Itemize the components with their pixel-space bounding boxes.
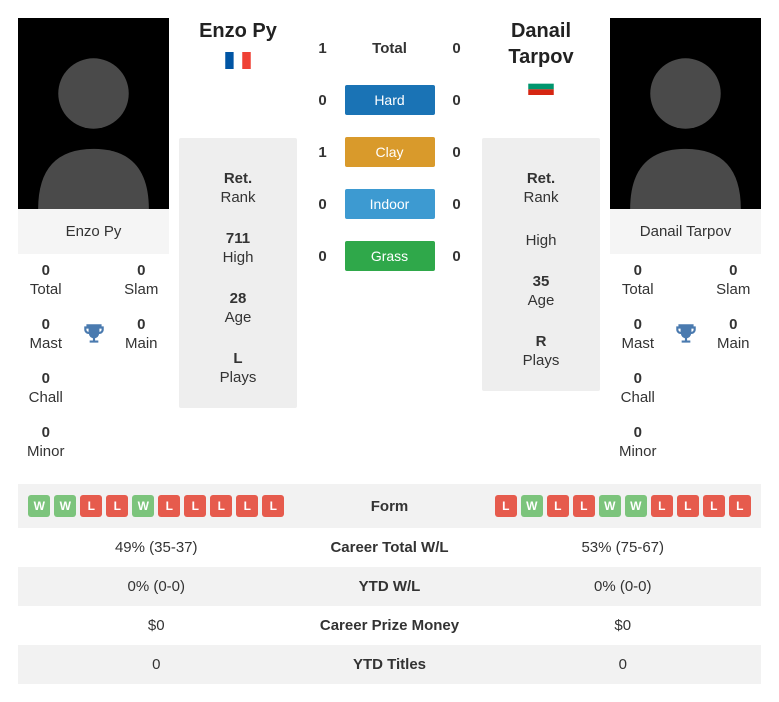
p2-info: Danail Tarpov Ret.Rank High 35Age RPlays bbox=[482, 18, 600, 462]
p2-card: Danail Tarpov 0Total 0Slam 0Mast 0Main 0… bbox=[610, 18, 761, 462]
loss-chip[interactable]: L bbox=[495, 495, 517, 517]
surface-indoor-chip[interactable]: Indoor bbox=[345, 189, 435, 219]
h2h-column: 1 Total 0 0 Hard 0 1 Clay 0 0 Indoor 0 0… bbox=[307, 18, 472, 462]
p1-titles: 0Total 0Slam 0Mast 0Main 0Chall 0Minor bbox=[18, 254, 169, 462]
france-flag-icon bbox=[225, 52, 251, 69]
silhouette-icon bbox=[18, 18, 169, 209]
win-chip[interactable]: W bbox=[599, 495, 621, 517]
p2-stat-card: Ret.Rank High 35Age RPlays bbox=[482, 138, 600, 391]
loss-chip[interactable]: L bbox=[158, 495, 180, 517]
p2-name-bar: Danail Tarpov bbox=[610, 209, 761, 254]
loss-chip[interactable]: L bbox=[106, 495, 128, 517]
surface-hard-chip[interactable]: Hard bbox=[345, 85, 435, 115]
win-chip[interactable]: W bbox=[132, 495, 154, 517]
p1-title-main-v: 0 bbox=[114, 316, 170, 333]
p1-name[interactable]: Enzo Py bbox=[179, 18, 297, 44]
table-row-ytdtitles: 0 YTD Titles 0 bbox=[18, 645, 761, 684]
bulgaria-flag-icon bbox=[528, 78, 554, 95]
loss-chip[interactable]: L bbox=[729, 495, 751, 517]
loss-chip[interactable]: L bbox=[184, 495, 206, 517]
p1-card: Enzo Py 0Total 0Slam 0Mast 0Main 0Chall … bbox=[18, 18, 169, 462]
p2-name[interactable]: Danail Tarpov bbox=[482, 18, 600, 70]
p1-photo bbox=[18, 18, 169, 209]
win-chip[interactable]: W bbox=[521, 495, 543, 517]
trophy-icon bbox=[81, 321, 107, 347]
table-row-form: WWLLWLLLLL Form LWLLWWLLLL bbox=[18, 484, 761, 528]
p2-photo bbox=[610, 18, 761, 209]
loss-chip[interactable]: L bbox=[236, 495, 258, 517]
surface-grass-chip[interactable]: Grass bbox=[345, 241, 435, 271]
table-row-prize: $0 Career Prize Money $0 bbox=[18, 606, 761, 645]
p1-title-total-v: 0 bbox=[18, 262, 74, 279]
loss-chip[interactable]: L bbox=[651, 495, 673, 517]
p1-form: WWLLWLLLLL bbox=[24, 495, 289, 517]
table-row-careerwl: 49% (35-37) Career Total W/L 53% (75-67) bbox=[18, 528, 761, 567]
p1-title-chall-v: 0 bbox=[18, 370, 74, 387]
trophy-icon bbox=[673, 321, 699, 347]
p1-name-bar: Enzo Py bbox=[18, 209, 169, 254]
loss-chip[interactable]: L bbox=[703, 495, 725, 517]
p2-form: LWLLWWLLLL bbox=[491, 495, 756, 517]
p1-stat-card: Ret.Rank 711High 28Age LPlays bbox=[179, 138, 297, 408]
loss-chip[interactable]: L bbox=[80, 495, 102, 517]
h2h-total-label: Total bbox=[345, 40, 435, 57]
surface-clay-chip[interactable]: Clay bbox=[345, 137, 435, 167]
p2-h2h-total: 0 bbox=[445, 40, 469, 57]
p1-title-slam-v: 0 bbox=[114, 262, 170, 279]
p1-title-mast-v: 0 bbox=[18, 316, 74, 333]
comparison-table: WWLLWLLLLL Form LWLLWWLLLL 49% (35-37) C… bbox=[18, 484, 761, 684]
p1-title-minor-v: 0 bbox=[18, 424, 74, 441]
loss-chip[interactable]: L bbox=[262, 495, 284, 517]
win-chip[interactable]: W bbox=[625, 495, 647, 517]
loss-chip[interactable]: L bbox=[677, 495, 699, 517]
p1-info: Enzo Py Ret.Rank 711High 28Age LPlays bbox=[179, 18, 297, 462]
win-chip[interactable]: W bbox=[28, 495, 50, 517]
win-chip[interactable]: W bbox=[54, 495, 76, 517]
loss-chip[interactable]: L bbox=[210, 495, 232, 517]
comparison-header: Enzo Py 0Total 0Slam 0Mast 0Main 0Chall … bbox=[18, 18, 761, 462]
silhouette-icon bbox=[610, 18, 761, 209]
table-row-ytdwl: 0% (0-0) YTD W/L 0% (0-0) bbox=[18, 567, 761, 606]
loss-chip[interactable]: L bbox=[573, 495, 595, 517]
loss-chip[interactable]: L bbox=[547, 495, 569, 517]
p2-titles: 0Total 0Slam 0Mast 0Main 0Chall 0Minor bbox=[610, 254, 761, 462]
p1-h2h-total: 1 bbox=[311, 40, 335, 57]
